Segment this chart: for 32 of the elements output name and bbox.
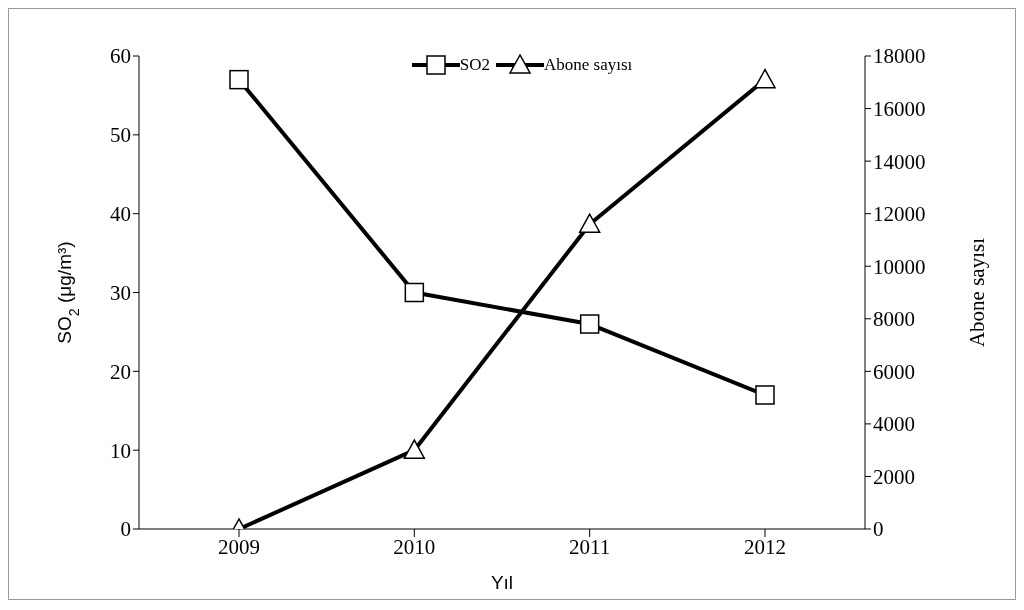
point bbox=[755, 385, 775, 405]
legend-label: Abone sayısı bbox=[543, 55, 633, 75]
y2-axis-title: Abone sayısı bbox=[965, 237, 990, 348]
y-tick-label: 30 bbox=[110, 280, 131, 305]
y2-tick-label: 6000 bbox=[873, 359, 915, 384]
y2-tick-label: 16000 bbox=[873, 97, 926, 122]
y2-tick-label: 2000 bbox=[873, 464, 915, 489]
y-tick-label: 50 bbox=[110, 123, 131, 148]
point bbox=[578, 213, 601, 233]
y-tick-label: 20 bbox=[110, 359, 131, 384]
y2-tick-label: 10000 bbox=[873, 254, 926, 279]
y2-tick-label: 18000 bbox=[873, 44, 926, 69]
y2-tick-label: 8000 bbox=[873, 307, 915, 332]
x-tick-label: 2012 bbox=[744, 534, 786, 559]
y2-tick-label: 14000 bbox=[873, 149, 926, 174]
y-tick-label: 0 bbox=[120, 517, 131, 542]
x-tick-label: 2010 bbox=[393, 534, 436, 559]
x-axis-title: Yıl bbox=[490, 572, 514, 593]
y2-tick-label: 0 bbox=[873, 517, 884, 542]
y-tick-label: 40 bbox=[110, 202, 131, 227]
x-tick-label: 2009 bbox=[218, 534, 260, 559]
y-tick-label: 60 bbox=[110, 44, 131, 69]
point bbox=[579, 314, 600, 334]
y-tick-label: 10 bbox=[110, 438, 131, 463]
x-tick-label: 2011 bbox=[569, 534, 611, 559]
y2-tick-label: 12000 bbox=[873, 202, 926, 227]
point bbox=[754, 68, 776, 89]
point bbox=[229, 69, 249, 90]
point bbox=[403, 439, 426, 459]
y2-tick-label: 4000 bbox=[873, 412, 915, 437]
point bbox=[404, 282, 425, 303]
legend-label: SO2 bbox=[459, 55, 490, 75]
